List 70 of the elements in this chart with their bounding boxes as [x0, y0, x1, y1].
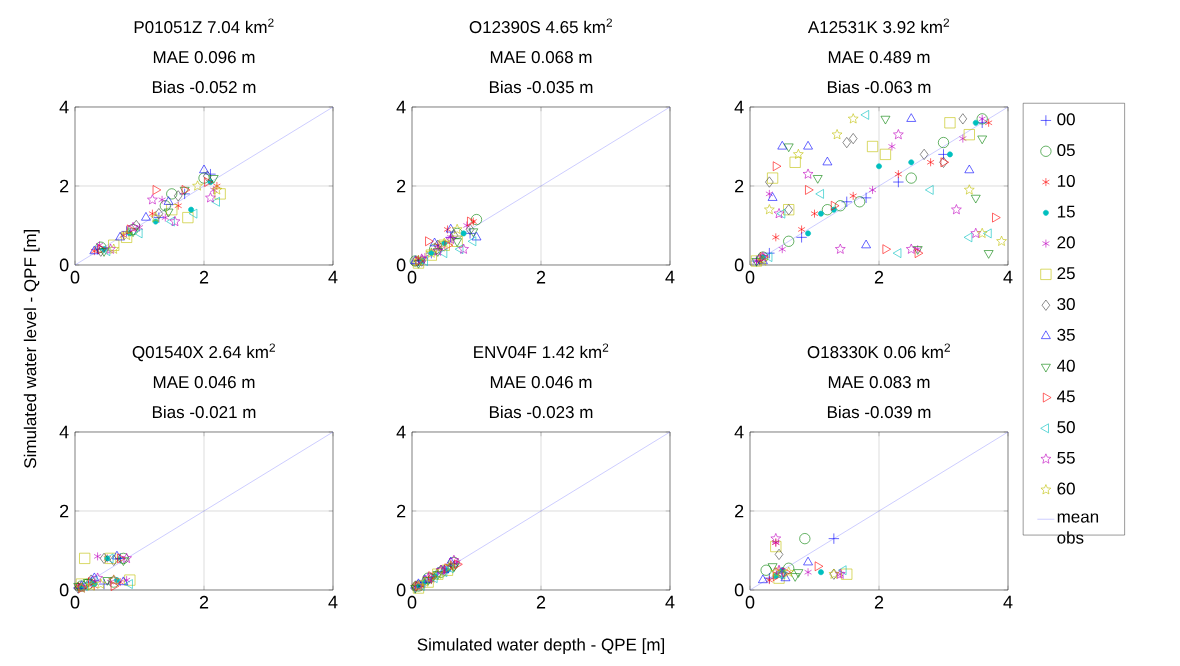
- y-tick-label: 2: [735, 179, 744, 193]
- x-tick-label: 2: [536, 270, 546, 284]
- chart-title: O18330K 0.06 km$^{2}$: [807, 343, 950, 359]
- legend-label: 15: [1057, 205, 1075, 218]
- legend-label: 35: [1057, 328, 1075, 341]
- text: Bias -0.052 m: [152, 80, 256, 94]
- y-tick-label: 2: [397, 179, 406, 193]
- legend-label: 50: [1057, 421, 1075, 434]
- text: Bias -0.063 m: [827, 80, 931, 94]
- y-tick-label: 2: [60, 179, 69, 193]
- x-tick-label: 2: [199, 595, 209, 609]
- legend-label: 60: [1057, 482, 1075, 495]
- x-tick-label: 0: [407, 270, 417, 284]
- legend-label: 25: [1057, 267, 1075, 280]
- chart-subtitle: MAE 0.489 m: [828, 51, 930, 64]
- text: Bias -0.035 m: [489, 80, 593, 94]
- chart-subtitle: MAE 0.046 m: [490, 376, 592, 389]
- chart-title: Q01540X 2.64 km$^{2}$: [132, 343, 275, 362]
- y-axis-title: Simulated water level - QPF [m]: [23, 229, 40, 468]
- chart-title: P01051Z 7.04 km$^{2}$: [134, 18, 274, 34]
- text: Bias -0.039 m: [827, 405, 931, 419]
- legend-label: 30: [1057, 297, 1075, 311]
- x-tick-label: 0: [745, 270, 755, 284]
- y-tick-label: 4: [59, 425, 69, 439]
- x-tick-label: 4: [665, 270, 675, 284]
- y-tick-label: 2: [60, 504, 69, 518]
- y-tick-label: 4: [734, 425, 744, 439]
- legend-label: 45: [1057, 390, 1075, 403]
- chart-subtitle: MAE 0.083 m: [828, 376, 930, 389]
- y-tick-label: 0: [396, 583, 406, 597]
- y-tick-label: 4: [59, 100, 69, 114]
- x-tick-label: 2: [874, 595, 884, 609]
- x-tick-label: 0: [70, 270, 80, 284]
- x-tick-label: 4: [328, 270, 338, 284]
- legend-label: 20: [1057, 236, 1075, 249]
- legend-label: 00: [1057, 113, 1075, 126]
- y-tick-label: 0: [59, 258, 69, 272]
- y-tick-label: 4: [396, 100, 406, 114]
- x-tick-label: 2: [199, 270, 209, 284]
- y-tick-label: 2: [735, 504, 744, 518]
- legend-label: 40: [1057, 359, 1075, 372]
- chart-title: A12531K 3.92 km$^{2}$: [807, 18, 950, 34]
- text: Bias -0.023 m: [489, 405, 593, 419]
- y-tick-label: 0: [59, 583, 69, 597]
- chart-title: ENV04F 1.42 km$^{2}$: [474, 343, 609, 359]
- x-tick-label: 0: [745, 595, 755, 609]
- y-tick-label: 4: [734, 100, 744, 114]
- y-tick-label: 0: [734, 258, 744, 272]
- legend-label: 05: [1057, 144, 1075, 157]
- y-tick-label: 0: [396, 258, 406, 272]
- x-tick-label: 2: [874, 270, 884, 284]
- legend-label: 55: [1057, 451, 1075, 464]
- x-tick-label: 2: [536, 595, 546, 609]
- y-tick-label: 0: [734, 583, 744, 597]
- x-axis-title: Simulated water depth - QPE [m]: [417, 638, 665, 654]
- legend-label: mean obs: [1057, 513, 1099, 544]
- x-tick-label: 4: [1003, 270, 1013, 284]
- chart-title: O12390S 4.65 km$^{2}$: [469, 18, 612, 34]
- chart-subtitle: MAE 0.068 m: [490, 51, 592, 64]
- chart-subtitle: MAE 0.046 m: [153, 376, 255, 389]
- y-tick-label: 2: [397, 504, 406, 518]
- x-tick-label: 4: [665, 595, 675, 609]
- x-tick-label: 4: [1003, 595, 1013, 609]
- x-tick-label: 4: [328, 595, 338, 609]
- legend-label: 10: [1057, 174, 1075, 187]
- text: Bias -0.021 m: [152, 405, 256, 419]
- x-tick-label: 0: [407, 595, 417, 609]
- y-tick-label: 4: [396, 425, 406, 439]
- x-tick-label: 0: [70, 595, 80, 609]
- chart-subtitle: MAE 0.096 m: [153, 51, 255, 64]
